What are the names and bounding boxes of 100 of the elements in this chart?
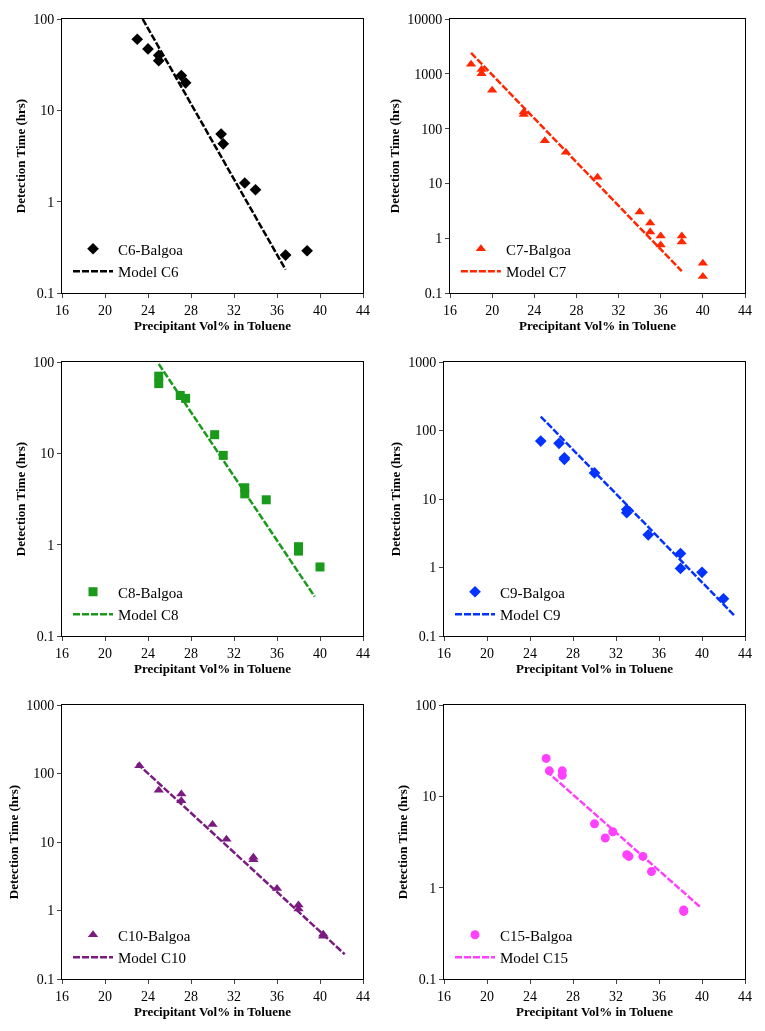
x-tick-label: 44: [738, 645, 752, 661]
x-tick-label: 32: [227, 302, 241, 318]
x-tick-label: 40: [695, 988, 709, 1004]
y-tick-label: 1: [47, 194, 55, 210]
y-tick-label: 10000: [407, 11, 443, 27]
y-tick-label: 100: [33, 766, 55, 782]
x-axis-title: Precipitant Vol% in Toluene: [134, 1004, 292, 1020]
y-tick-label: 0.1: [36, 971, 55, 987]
x-tick-label: 24: [141, 302, 155, 318]
point: [590, 819, 599, 829]
x-axis-title: Precipitant Vol% in Toluene: [516, 661, 674, 677]
point: [674, 562, 687, 575]
x-tick-label: 20: [98, 645, 112, 661]
x-tick-label: 32: [611, 302, 626, 318]
legend-label: Model C15: [500, 950, 568, 967]
legend-label: Model C9: [500, 607, 561, 624]
point: [655, 231, 666, 239]
x-tick-label: 20: [480, 988, 494, 1004]
x-tick-label: 16: [437, 988, 451, 1004]
point: [600, 833, 610, 843]
legend-label: C9-Balgoa: [500, 584, 566, 601]
point: [261, 495, 271, 505]
x-tick-label: 28: [566, 645, 580, 661]
point: [238, 177, 251, 189]
legend-label: C6-Balgoa: [118, 241, 184, 258]
y-tick-label: 100: [33, 11, 55, 27]
point: [131, 33, 144, 46]
point: [175, 69, 188, 82]
legend-label: Model C7: [505, 264, 567, 281]
legend-label: Model C10: [118, 950, 186, 967]
y-tick-label: 1000: [414, 66, 443, 82]
point: [553, 437, 565, 450]
y-tick-label: 1: [429, 560, 437, 576]
x-tick-label: 40: [695, 645, 709, 661]
x-tick-label: 40: [313, 302, 327, 318]
y-tick-label: 0.1: [418, 971, 437, 987]
x-axis-title: Precipitant Vol% in Toluene: [519, 318, 677, 334]
legend-label: C15-Balgoa: [500, 927, 573, 944]
y-tick-label: 1000: [26, 697, 55, 713]
x-tick-label: 44: [356, 302, 370, 318]
x-tick-label: 36: [653, 302, 668, 318]
x-tick-label: 32: [227, 645, 241, 661]
x-tick-label: 44: [738, 988, 752, 1004]
x-tick-label: 40: [313, 645, 327, 661]
point: [646, 867, 656, 877]
y-tick-label: 100: [415, 697, 437, 713]
legend-label: C7-Balgoa: [505, 241, 572, 258]
point: [676, 231, 687, 239]
y-tick-label: 1: [429, 880, 437, 896]
point: [154, 379, 164, 389]
x-tick-label: 36: [652, 645, 666, 661]
point: [696, 566, 708, 579]
x-tick-label: 24: [141, 988, 155, 1004]
legend-label: C10-Balgoa: [118, 927, 191, 944]
x-tick-label: 36: [652, 988, 666, 1004]
x-tick-label: 16: [55, 988, 69, 1004]
y-axis-title: Detection Time (hrs): [13, 98, 29, 214]
y-tick-label: 0.1: [36, 285, 55, 301]
x-tick-label: 16: [55, 645, 69, 661]
y-tick-label: 10: [422, 491, 437, 507]
point: [676, 237, 687, 245]
y-axis-title: Detection Time (hrs): [395, 784, 411, 900]
y-tick-label: 0.1: [418, 628, 437, 644]
x-tick-label: 24: [141, 645, 155, 661]
y-tick-label: 10: [40, 446, 55, 462]
x-axis-title: Precipitant Vol% in Toluene: [516, 1004, 674, 1020]
x-tick-label: 20: [98, 302, 112, 318]
x-tick-label: 16: [55, 302, 69, 318]
x-tick-label: 40: [313, 988, 327, 1004]
y-axis-title: Detection Time (hrs): [6, 784, 22, 900]
x-tick-label: 44: [356, 645, 370, 661]
point: [249, 183, 262, 196]
legend-label: Model C8: [118, 607, 179, 624]
y-axis-title: Detection Time (hrs): [387, 98, 403, 214]
x-tick-label: 36: [270, 988, 284, 1004]
x-tick-label: 28: [184, 645, 198, 661]
y-tick-label: 10: [40, 834, 55, 850]
y-tick-label: 1: [47, 537, 55, 553]
x-tick-label: 20: [98, 988, 112, 1004]
x-tick-label: 16: [437, 645, 451, 661]
point: [279, 249, 292, 261]
y-tick-label: 1: [435, 231, 443, 247]
legend-label: Model C6: [118, 264, 179, 281]
x-axis-title: Precipitant Vol% in Toluene: [134, 318, 292, 334]
point: [301, 244, 313, 257]
x-axis-title: Precipitant Vol% in Toluene: [134, 661, 292, 677]
y-axis-title: Detection Time (hrs): [388, 441, 404, 557]
x-tick-label: 32: [227, 988, 241, 1004]
x-tick-label: 28: [566, 988, 580, 1004]
y-tick-label: 10: [422, 789, 437, 805]
y-tick-label: 10: [40, 103, 55, 119]
x-tick-label: 20: [480, 645, 494, 661]
x-tick-label: 24: [527, 302, 542, 318]
y-tick-label: 100: [33, 354, 55, 370]
y-tick-label: 0.1: [424, 285, 443, 301]
y-tick-label: 0.1: [36, 628, 55, 644]
x-tick-label: 16: [443, 302, 457, 318]
x-tick-label: 36: [270, 645, 284, 661]
x-tick-label: 44: [738, 302, 752, 318]
y-tick-label: 10: [428, 176, 443, 192]
